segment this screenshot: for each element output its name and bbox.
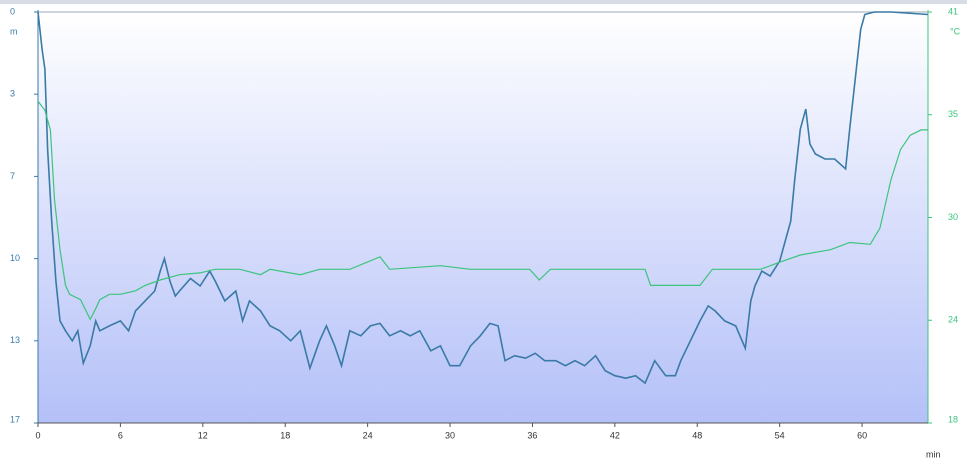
y-tick-label: 13	[10, 335, 20, 345]
x-tick-label: 0	[35, 430, 40, 440]
x-tick-label: 12	[198, 430, 208, 440]
x-tick-label: 18	[280, 430, 290, 440]
depth-line	[37, 11, 929, 385]
x-tick-label: 30	[445, 430, 455, 440]
x-tick-label: 48	[692, 430, 702, 440]
top-bar	[0, 0, 967, 4]
temperature-line	[37, 100, 928, 321]
y2-tick-label: 24	[948, 315, 958, 325]
plot-area	[38, 12, 928, 423]
x-tick-label: 54	[775, 430, 785, 440]
x-tick-label: 6	[118, 430, 123, 440]
y-tick-label: 3	[10, 89, 15, 99]
x-axis-label: min	[926, 449, 941, 459]
y2-axis-label: °C	[950, 26, 961, 36]
y-tick-label: 0	[10, 6, 15, 16]
y-axis-label: m	[10, 26, 18, 36]
y2-tick-label: 30	[948, 212, 958, 222]
y-tick-label: 17	[10, 414, 20, 424]
x-tick-label: 36	[527, 430, 537, 440]
x-tick-label: 60	[857, 430, 867, 440]
y-tick-label: 7	[10, 171, 15, 181]
y2-tick-label: 18	[948, 414, 958, 424]
y2-tick-label: 41	[948, 6, 958, 16]
x-tick-label: 42	[610, 430, 620, 440]
y-tick-label: 10	[10, 253, 20, 263]
y2-tick-label: 35	[948, 109, 958, 119]
x-tick-label: 24	[363, 430, 373, 440]
